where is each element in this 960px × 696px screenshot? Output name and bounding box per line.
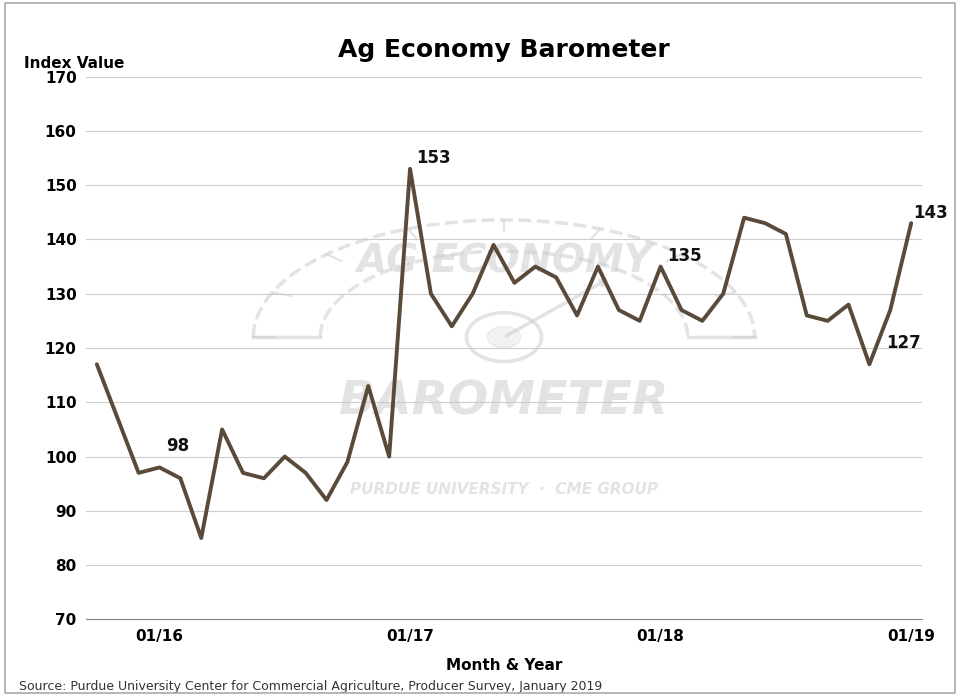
Text: 98: 98 [166, 437, 189, 455]
Text: 127: 127 [886, 334, 921, 352]
Text: 143: 143 [913, 204, 948, 222]
Text: Index Value: Index Value [24, 56, 124, 71]
Title: Ag Economy Barometer: Ag Economy Barometer [338, 38, 670, 62]
Text: Source: Purdue University Center for Commercial Agriculture, Producer Survey, Ja: Source: Purdue University Center for Com… [19, 679, 603, 693]
Text: 153: 153 [417, 150, 451, 168]
Text: 135: 135 [667, 247, 702, 265]
X-axis label: Month & Year: Month & Year [445, 658, 563, 673]
